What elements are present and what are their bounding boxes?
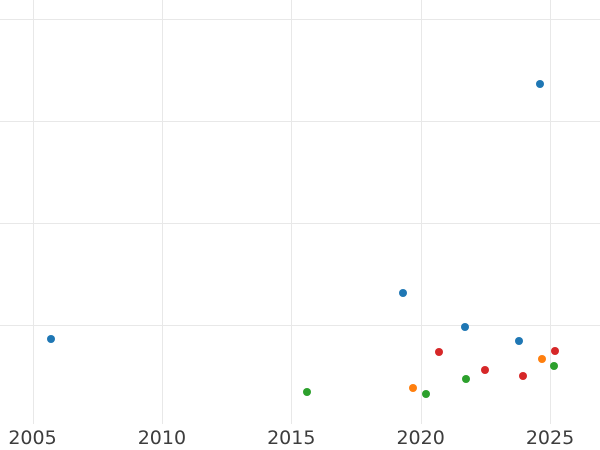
- horizontal-gridline: [0, 121, 600, 122]
- x-tick-label: 2020: [396, 427, 445, 449]
- plot-area: [0, 0, 600, 424]
- vertical-gridline: [32, 0, 34, 424]
- data-point-series-blue: [514, 337, 523, 346]
- horizontal-gridline: [0, 325, 600, 326]
- data-point-series-red: [481, 365, 490, 374]
- data-point-series-blue: [460, 323, 469, 332]
- data-point-series-red: [518, 372, 527, 380]
- data-point-series-blue: [535, 80, 544, 89]
- x-tick-label: 2025: [525, 427, 575, 449]
- data-point-series-green: [461, 375, 470, 384]
- data-point-series-blue: [46, 335, 55, 344]
- data-point-series-green: [302, 388, 311, 397]
- x-axis: 2005 2010 2015 2020 2025: [0, 424, 600, 450]
- data-point-series-blue: [398, 289, 407, 298]
- x-tick-label: 2010: [137, 427, 187, 449]
- vertical-gridline: [161, 0, 163, 424]
- data-point-series-red: [551, 346, 560, 355]
- data-point-series-orange: [408, 384, 417, 393]
- horizontal-gridline: [0, 19, 600, 20]
- x-tick-label: 2015: [267, 427, 316, 449]
- data-point-series-green: [549, 361, 558, 370]
- vertical-gridline: [550, 0, 551, 424]
- data-point-series-orange: [538, 354, 547, 363]
- data-point-series-green: [421, 390, 430, 399]
- vertical-gridline: [291, 0, 293, 424]
- data-point-series-red: [434, 347, 443, 356]
- horizontal-gridline: [0, 223, 600, 224]
- vertical-gridline: [420, 0, 422, 424]
- x-tick-label: 2005: [8, 427, 57, 449]
